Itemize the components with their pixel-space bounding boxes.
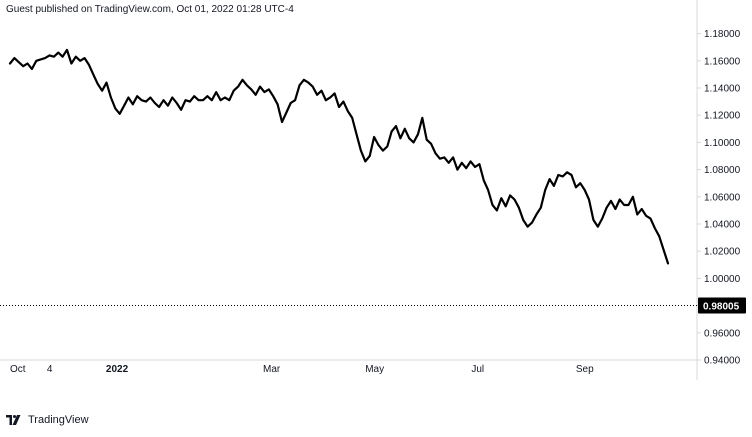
y-tick-label: 1.10000 (704, 138, 741, 149)
last-price-badge: 0.98005 (698, 297, 746, 314)
axis-layer: 1.18000 1.16000 1.14000 1.12000 1.10000 1.080… (0, 0, 741, 380)
y-tick-label: 1.00000 (704, 274, 741, 285)
series-layer (0, 48, 697, 307)
brand-name: TradingView (28, 414, 89, 426)
publisher-caption: Guest published on TradingView.com, Oct … (6, 4, 294, 15)
y-tick-label: 1.08000 (704, 165, 741, 176)
tradingview-brand[interactable]: TradingView (6, 414, 89, 426)
y-tick-label: 0.94000 (704, 356, 741, 367)
tradingview-logo-icon (6, 415, 21, 425)
series-line (8, 48, 670, 265)
label-layer: 0.98005 (698, 297, 746, 314)
y-tick-label: 0.96000 (704, 328, 741, 339)
y-tick-label: 1.14000 (704, 84, 741, 95)
x-tick-label: Sep (576, 364, 594, 375)
last-price-badge-bg (698, 297, 746, 314)
x-tick-label: Oct (10, 364, 26, 375)
x-tick-label: Mar (263, 364, 281, 375)
y-tick-label: 1.16000 (704, 56, 741, 67)
last-price-label: 0.98005 (703, 302, 740, 313)
y-tick-label: 1.12000 (704, 111, 741, 122)
x-tick-label: May (365, 364, 384, 375)
x-tick-label: 2022 (106, 364, 129, 375)
y-tick-label: 1.06000 (704, 192, 741, 203)
x-tick-label: 4 (47, 364, 53, 375)
y-tick-label: 1.18000 (704, 29, 741, 40)
y-tick-label: 1.02000 (704, 247, 741, 258)
y-tick-label: 1.04000 (704, 220, 741, 231)
x-tick-label: Jul (471, 364, 484, 375)
